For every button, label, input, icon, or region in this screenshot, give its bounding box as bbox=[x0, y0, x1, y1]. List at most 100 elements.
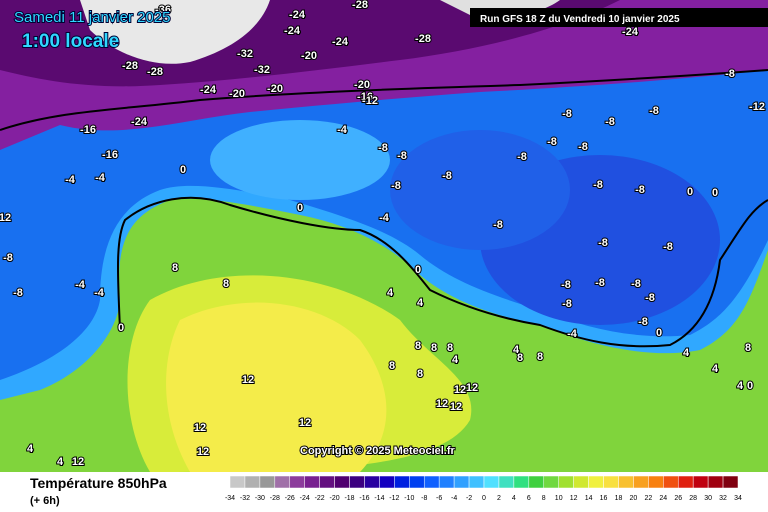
scale-label: 34 bbox=[734, 495, 742, 502]
scale-swatch bbox=[603, 475, 619, 489]
map-label: 12 bbox=[194, 422, 206, 434]
map-label: -8 bbox=[663, 241, 673, 253]
map-label: 0 bbox=[712, 187, 718, 199]
map-label: 4 bbox=[417, 297, 424, 309]
map-label: -8 bbox=[517, 151, 527, 163]
map-label: -4 bbox=[75, 279, 86, 291]
date: Samedi 11 janvier 2025 bbox=[14, 9, 171, 26]
map-label: -20 bbox=[267, 83, 283, 95]
scale-swatch bbox=[259, 475, 276, 489]
map-label: -8 bbox=[3, 252, 13, 264]
copyright: Copyright © 2025 Meteociel.fr bbox=[300, 445, 456, 457]
scale-label: -2 bbox=[466, 495, 472, 502]
scale-label: 0 bbox=[482, 495, 486, 502]
map-label: -24 bbox=[332, 36, 349, 48]
map-label: 8 bbox=[172, 262, 178, 274]
map-label: -8 bbox=[725, 68, 735, 80]
scale-swatch bbox=[573, 475, 589, 489]
map-label: -4 bbox=[65, 174, 76, 186]
map-label: -20 bbox=[301, 50, 317, 62]
map-label: -20 bbox=[354, 79, 370, 91]
scale-label: 6 bbox=[527, 495, 531, 502]
map-label: -24 bbox=[622, 26, 639, 38]
scale-label: -26 bbox=[285, 495, 295, 502]
map-label: -12 bbox=[749, 101, 765, 113]
map-label: -8 bbox=[598, 237, 608, 249]
scale-swatch bbox=[453, 475, 470, 489]
scale-swatch bbox=[289, 475, 305, 489]
map-label: 8 bbox=[431, 342, 437, 354]
scale-label: 24 bbox=[659, 495, 667, 502]
map-label: 0 bbox=[415, 264, 421, 276]
legend-step: (+ 6h) bbox=[30, 495, 60, 507]
map-label: -8 bbox=[578, 141, 588, 153]
map-label: 12 bbox=[0, 212, 11, 224]
scale-swatch bbox=[707, 475, 724, 489]
map-label: 12 bbox=[450, 401, 462, 413]
map-label: -36 bbox=[155, 4, 171, 16]
scale-swatch bbox=[663, 475, 679, 489]
map-label: -8 bbox=[547, 136, 557, 148]
contour bbox=[0, 69, 768, 131]
scale-label: 20 bbox=[630, 495, 638, 502]
scale-label: -34 bbox=[225, 495, 235, 502]
map-label: 4 bbox=[712, 363, 719, 375]
scale-swatch bbox=[438, 475, 455, 489]
map-label: 4 bbox=[57, 456, 64, 468]
map-label: -8 bbox=[562, 108, 572, 120]
map-label: -8 bbox=[649, 105, 659, 117]
map-label: 4 bbox=[737, 380, 744, 392]
scale-swatch bbox=[648, 475, 664, 489]
time: 1:00 locale bbox=[22, 31, 119, 52]
scale-label: -14 bbox=[374, 495, 384, 502]
scale-label: 12 bbox=[570, 495, 578, 502]
scale-swatch bbox=[588, 475, 604, 489]
scale-label: 16 bbox=[600, 495, 608, 502]
scale-swatch bbox=[244, 475, 261, 489]
map-label: -32 bbox=[237, 48, 253, 60]
scale-swatch bbox=[633, 475, 649, 489]
map-label: -4 bbox=[567, 328, 578, 340]
map-label: 12 bbox=[72, 456, 84, 468]
map-label: -8 bbox=[638, 316, 648, 328]
scale-swatch bbox=[558, 475, 574, 489]
map-label: -4 bbox=[94, 287, 105, 299]
scale-label: 28 bbox=[689, 495, 697, 502]
scale-swatch bbox=[379, 475, 395, 489]
map-label: -8 bbox=[391, 180, 401, 192]
map-label: -8 bbox=[605, 116, 615, 128]
map-label: -8 bbox=[378, 142, 388, 154]
scale-label: 14 bbox=[585, 495, 593, 502]
map-label: -8 bbox=[595, 277, 605, 289]
scale-swatch bbox=[543, 475, 559, 489]
contour bbox=[116, 196, 768, 348]
map-label: -32 bbox=[254, 64, 270, 76]
scale-swatch bbox=[229, 475, 246, 489]
run-box bbox=[470, 8, 768, 27]
map-label: -16 bbox=[102, 149, 118, 161]
map-label: -24 bbox=[200, 84, 217, 96]
extreme-cold bbox=[80, 0, 270, 64]
map-label: 12 bbox=[299, 417, 311, 429]
map-label: 4 bbox=[683, 347, 690, 359]
scale-swatch bbox=[692, 475, 709, 489]
map-label: -28 bbox=[415, 33, 431, 45]
map-label: -8 bbox=[593, 179, 603, 191]
map-label: -4 bbox=[379, 212, 390, 224]
map-label: 12 bbox=[242, 374, 254, 386]
map-label: -8 bbox=[13, 287, 23, 299]
map-label: 4 bbox=[513, 344, 520, 356]
map-label: -8 bbox=[631, 278, 641, 290]
scale-label: -24 bbox=[300, 495, 310, 502]
scale-swatch bbox=[513, 475, 530, 489]
scale-swatch bbox=[618, 475, 634, 489]
map-label: 8 bbox=[415, 340, 421, 352]
scale-label: 26 bbox=[674, 495, 682, 502]
map-label: 4 bbox=[452, 354, 459, 366]
scale-swatch bbox=[528, 475, 545, 489]
run: Run GFS 18 Z du Vendredi 10 janvier 2025 bbox=[480, 14, 680, 25]
map-label: -8 bbox=[645, 292, 655, 304]
scale-label: 30 bbox=[704, 495, 712, 502]
warm-core bbox=[166, 302, 387, 472]
map-label: 12 bbox=[436, 398, 448, 410]
